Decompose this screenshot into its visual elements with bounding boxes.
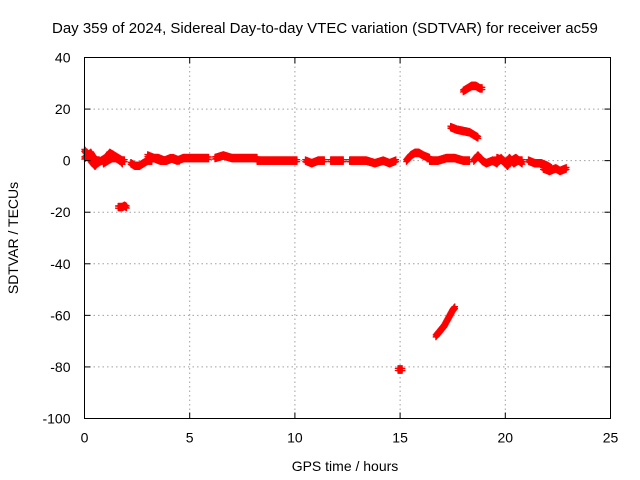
plot-frame <box>84 57 611 419</box>
chart-title: Day 359 of 2024, Sidereal Day-to-day VTE… <box>52 20 598 37</box>
data-segment <box>394 365 406 374</box>
data-point <box>563 166 570 173</box>
chart-ticks: 0 5 10 15 20 25 -100 -80 -60 -40 -20 0 20 40 <box>42 50 618 446</box>
data-point <box>119 161 126 168</box>
x-tick-label: 20 <box>498 430 514 446</box>
y-tick-label: -80 <box>50 359 70 375</box>
y-axis-label: SDTVAR / TECUs <box>5 182 21 294</box>
data-point <box>451 305 459 312</box>
x-tick-label: 0 <box>81 430 89 446</box>
data-segment <box>211 151 261 163</box>
data-segment <box>100 153 126 168</box>
x-tick-label: 15 <box>392 430 408 446</box>
data-segment <box>460 81 486 96</box>
data-point <box>478 86 486 93</box>
data-segment <box>403 148 433 165</box>
data-point <box>205 155 212 163</box>
data-point <box>123 204 130 212</box>
data-point <box>399 367 406 374</box>
y-tick-label: -40 <box>50 256 70 272</box>
x-axis-label: GPS time / hours <box>292 458 399 474</box>
y-tick-label: 40 <box>55 50 71 66</box>
data-point <box>518 161 526 168</box>
data-segment <box>432 303 459 341</box>
series-sdtvar <box>81 81 570 374</box>
y-tick-label: -60 <box>50 307 70 323</box>
y-tick-label: 20 <box>55 101 71 117</box>
data-point <box>175 158 183 165</box>
data-point <box>474 135 482 142</box>
y-tick-label: 0 <box>63 153 71 169</box>
x-tick-label: 25 <box>603 430 619 446</box>
data-segment <box>426 153 473 165</box>
data-segment <box>447 122 482 142</box>
data-segment <box>327 156 347 165</box>
data-point <box>392 158 400 165</box>
chart-marks <box>81 81 570 374</box>
x-tick-label: 10 <box>287 430 303 446</box>
data-segment <box>253 156 301 165</box>
data-segment <box>493 153 526 171</box>
y-tick-label: -100 <box>42 411 70 427</box>
data-point <box>340 158 347 165</box>
data-segment <box>346 156 400 168</box>
chart-grid <box>84 57 611 419</box>
data-segment <box>302 156 328 168</box>
data-segment <box>148 153 212 165</box>
data-point <box>293 158 301 165</box>
data-point <box>321 158 328 165</box>
y-tick-label: -20 <box>50 204 70 220</box>
data-segment <box>114 201 130 212</box>
data-segment <box>539 164 570 176</box>
data-segment <box>144 151 183 165</box>
x-tick-label: 5 <box>186 430 194 446</box>
